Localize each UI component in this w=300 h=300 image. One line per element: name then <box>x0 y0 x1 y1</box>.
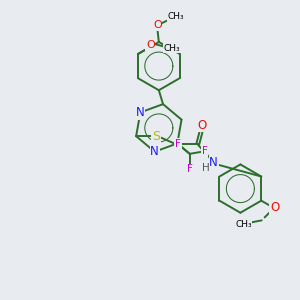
Text: S: S <box>152 130 160 143</box>
Text: H: H <box>202 163 210 173</box>
Text: F: F <box>175 139 181 149</box>
Text: CH₃: CH₃ <box>235 220 252 229</box>
Text: CH₃: CH₃ <box>163 44 180 52</box>
Text: N: N <box>150 145 159 158</box>
Text: O: O <box>153 20 162 30</box>
Text: F: F <box>202 146 208 156</box>
Text: N: N <box>209 156 218 169</box>
Text: O: O <box>197 119 206 132</box>
Text: O: O <box>270 201 279 214</box>
Text: O: O <box>146 40 155 50</box>
Text: CH₃: CH₃ <box>167 12 184 21</box>
Text: F: F <box>187 164 193 174</box>
Text: N: N <box>136 106 145 119</box>
